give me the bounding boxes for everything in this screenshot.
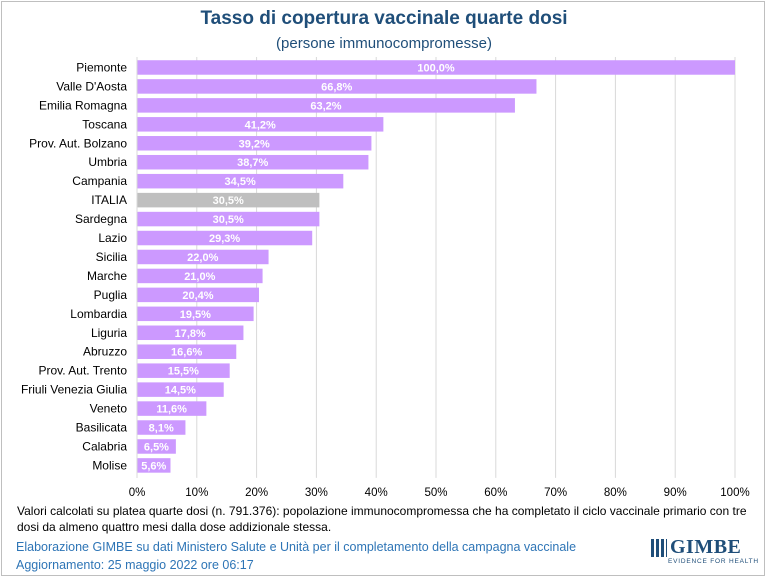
category-label: Calabria	[82, 439, 127, 453]
bar-chart: 0% 10% 20% 30% 40% 50% 60% 70% 80% 90% 100% Piemont…	[21, 57, 750, 499]
value-label: 30,5%	[213, 195, 244, 207]
value-label: 14,5%	[165, 385, 196, 397]
category-label: ITALIA	[91, 193, 127, 207]
category-label: Basilicata	[76, 421, 128, 435]
value-label: 29,3%	[209, 233, 240, 245]
bar	[137, 344, 237, 359]
bar	[137, 306, 254, 322]
category-label: Marche	[87, 269, 127, 283]
value-label: 22,0%	[187, 252, 218, 264]
value-label: 63,2%	[310, 100, 341, 112]
bar	[137, 192, 320, 208]
bar	[137, 98, 515, 113]
category-label: Umbria	[88, 155, 127, 169]
gimbe-logo-icon	[651, 539, 667, 557]
bar	[137, 230, 313, 246]
value-label: 8,1%	[149, 423, 174, 435]
bar	[137, 458, 171, 473]
category-label: Lazio	[98, 231, 127, 245]
bar	[137, 249, 269, 265]
bar	[137, 154, 369, 170]
footnote: Valori calcolati su platea quarte dosi (…	[17, 504, 747, 534]
bar	[137, 60, 735, 75]
category-label: Molise	[92, 458, 127, 472]
category-label: Valle D'Aosta	[56, 79, 127, 93]
category-label: Prov. Aut. Bolzano	[29, 136, 127, 150]
update-timestamp: Aggiornamento: 25 maggio 2022 ore 06:17	[16, 558, 254, 572]
category-label: Toscana	[82, 117, 127, 131]
x-tick-label: 10%	[185, 487, 208, 499]
value-label: 5,6%	[141, 460, 166, 472]
category-label: Piemonte	[76, 60, 127, 74]
value-label: 34,5%	[225, 176, 256, 188]
bar	[137, 136, 372, 151]
value-label: 66,8%	[321, 81, 352, 93]
x-tick-label: 70%	[544, 487, 567, 499]
value-label: 38,7%	[237, 157, 268, 169]
x-tick-label: 0%	[129, 487, 146, 499]
category-label: Friuli Venezia Giulia	[21, 383, 127, 397]
value-label: 16,6%	[171, 347, 202, 359]
bar	[137, 173, 344, 189]
logo-tagline: EVIDENCE FOR HEALTH	[668, 558, 759, 565]
category-label: Sardegna	[75, 212, 127, 226]
chart-title: Tasso di copertura vaccinale quarte dosi	[200, 8, 568, 29]
value-label: 17,8%	[175, 328, 206, 340]
category-label: Sicilia	[96, 250, 128, 264]
bar	[137, 401, 207, 416]
x-tick-label: 30%	[305, 487, 328, 499]
bar	[137, 420, 186, 435]
logo-name: GIMBE	[670, 536, 742, 558]
x-tick-label: 50%	[424, 487, 447, 499]
value-label: 100,0%	[417, 62, 455, 74]
bar	[137, 382, 224, 397]
category-label: Emilia Romagna	[39, 98, 127, 112]
value-label: 20,4%	[182, 290, 213, 302]
value-label: 15,5%	[168, 366, 199, 378]
chart-subtitle: (persone immunocompromesse)	[276, 35, 492, 52]
bar	[137, 325, 244, 341]
x-tick-label: 90%	[664, 487, 687, 499]
value-label: 41,2%	[245, 119, 276, 131]
value-label: 30,5%	[213, 214, 244, 226]
bar	[137, 117, 384, 132]
value-label: 19,5%	[180, 309, 211, 321]
category-label: Liguria	[91, 326, 127, 340]
value-label: 21,0%	[184, 271, 215, 283]
bar	[137, 268, 263, 284]
bar	[137, 211, 320, 227]
bar	[137, 287, 259, 303]
bar	[137, 79, 537, 94]
category-label: Lombardia	[70, 307, 127, 321]
x-tick-label: 80%	[604, 487, 627, 499]
value-label: 39,2%	[239, 138, 270, 150]
category-label: Abruzzo	[83, 345, 127, 359]
value-label: 11,6%	[156, 404, 187, 416]
category-label: Puglia	[94, 288, 128, 302]
value-label: 6,5%	[144, 441, 169, 453]
bar	[137, 439, 176, 454]
category-label: Prov. Aut. Trento	[39, 364, 128, 378]
x-tick-label: 40%	[365, 487, 388, 499]
x-tick-label: 100%	[720, 487, 749, 499]
x-tick-label: 60%	[484, 487, 507, 499]
gimbe-logo: GIMBE EVIDENCE FOR HEALTH	[651, 536, 759, 568]
credit-line: Elaborazione GIMBE su dati Ministero Sal…	[16, 540, 577, 554]
category-label: Veneto	[90, 402, 128, 416]
bar	[137, 363, 230, 378]
x-tick-label: 20%	[245, 487, 268, 499]
category-label: Campania	[72, 174, 127, 188]
